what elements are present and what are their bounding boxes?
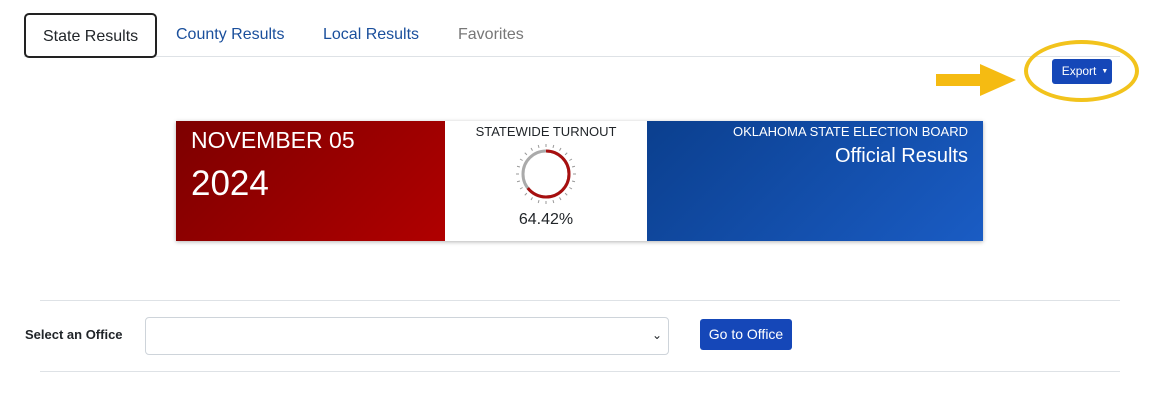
gauge-tick xyxy=(559,197,562,201)
caret-down-icon: ▼ xyxy=(1101,68,1109,75)
go-to-office-button[interactable]: Go to Office xyxy=(700,319,792,350)
results-tabs: State Results County Results Local Resul… xyxy=(24,13,1120,58)
gauge-ticks xyxy=(516,144,576,204)
gauge-tick xyxy=(537,144,540,149)
turnout-gauge xyxy=(516,144,576,204)
gauge-tick xyxy=(559,147,562,151)
gauge-fill xyxy=(521,149,571,199)
election-year: 2024 xyxy=(191,164,269,203)
gauge-tick xyxy=(564,152,568,156)
turnout-value: 64.42% xyxy=(518,211,574,228)
gauge-tick xyxy=(571,165,576,168)
tab-favorites[interactable]: Favorites xyxy=(458,26,524,43)
annotation-circle xyxy=(1024,40,1139,102)
gauge-tick xyxy=(524,152,528,156)
export-button[interactable]: Export ▼ xyxy=(1052,59,1112,84)
gauge-tick xyxy=(519,158,523,161)
turnout-panel: STATEWIDE TURNOUT 64.42% xyxy=(445,121,647,241)
gauge-tick xyxy=(530,197,533,201)
gauge-tick xyxy=(516,165,521,168)
gauge-tick xyxy=(552,144,555,149)
divider xyxy=(40,371,1120,372)
election-board: OKLAHOMA STATE ELECTION BOARD Official R… xyxy=(647,121,983,241)
office-select[interactable]: ⌄ xyxy=(145,317,669,355)
tab-state-results[interactable]: State Results xyxy=(24,13,158,58)
turnout-label: STATEWIDE TURNOUT xyxy=(475,124,617,139)
gauge-tick xyxy=(552,199,555,204)
gauge-tick xyxy=(569,158,573,161)
tab-county-results[interactable]: County Results xyxy=(176,26,285,43)
export-label: Export xyxy=(1061,64,1097,78)
gauge-tick xyxy=(519,187,523,190)
gauge-tick xyxy=(537,199,540,204)
divider xyxy=(40,300,1120,301)
gauge-tick xyxy=(524,192,528,196)
board-name: OKLAHOMA STATE ELECTION BOARD xyxy=(732,124,968,139)
results-type: Official Results xyxy=(834,145,968,167)
gauge-tick xyxy=(571,180,576,183)
office-select-label: Select an Office xyxy=(25,327,123,342)
election-month-day: NOVEMBER 05 xyxy=(191,127,355,153)
gauge-tick xyxy=(569,187,573,190)
annotation-arrow xyxy=(936,64,1016,96)
gauge-tick xyxy=(530,147,533,151)
election-date: NOVEMBER 05 2024 xyxy=(176,121,445,241)
election-banner: NOVEMBER 05 2024 STATEWIDE TURNOUT 64.42… xyxy=(176,121,983,241)
gauge-tick xyxy=(516,180,521,183)
tab-local-results[interactable]: Local Results xyxy=(323,26,420,43)
chevron-down-icon: ⌄ xyxy=(651,328,662,342)
gauge-tick xyxy=(564,192,568,196)
